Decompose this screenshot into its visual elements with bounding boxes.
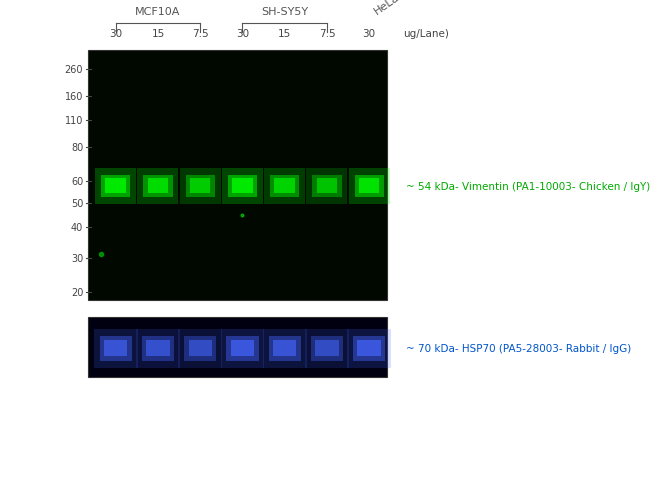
Text: 110: 110 [65,116,83,126]
FancyBboxPatch shape [101,175,131,197]
FancyBboxPatch shape [358,341,381,356]
FancyBboxPatch shape [142,336,174,361]
FancyBboxPatch shape [347,329,391,368]
Text: 15: 15 [151,29,164,39]
FancyBboxPatch shape [273,341,296,356]
Text: 30: 30 [236,29,249,39]
FancyBboxPatch shape [355,175,384,197]
FancyBboxPatch shape [268,336,301,361]
FancyBboxPatch shape [307,168,347,204]
FancyBboxPatch shape [226,336,259,361]
FancyBboxPatch shape [270,175,299,197]
FancyBboxPatch shape [220,329,265,368]
FancyBboxPatch shape [184,336,216,361]
Text: 15: 15 [278,29,291,39]
FancyBboxPatch shape [317,179,337,194]
FancyBboxPatch shape [188,341,212,356]
FancyBboxPatch shape [138,168,178,204]
FancyBboxPatch shape [94,329,138,368]
FancyBboxPatch shape [353,336,385,361]
Text: 30: 30 [109,29,122,39]
Text: 160: 160 [65,92,83,102]
Text: ~ 54 kDa- Vimentin (PA1-10003- Chicken / IgY): ~ 54 kDa- Vimentin (PA1-10003- Chicken /… [406,182,650,191]
FancyBboxPatch shape [190,179,211,194]
FancyBboxPatch shape [312,175,342,197]
FancyBboxPatch shape [99,336,132,361]
FancyBboxPatch shape [264,168,305,204]
FancyBboxPatch shape [143,175,173,197]
Text: 50: 50 [71,198,83,208]
Text: 40: 40 [71,223,83,232]
Text: ~ 70 kDa- HSP70 (PA5-28003- Rabbit / IgG): ~ 70 kDa- HSP70 (PA5-28003- Rabbit / IgG… [406,344,632,353]
FancyBboxPatch shape [178,329,222,368]
Text: SH-SY5Y: SH-SY5Y [261,7,308,17]
FancyBboxPatch shape [231,341,254,356]
FancyBboxPatch shape [305,329,349,368]
Text: 7.5: 7.5 [192,29,209,39]
Text: 30: 30 [71,254,83,264]
Text: 30: 30 [363,29,376,39]
FancyBboxPatch shape [359,179,380,194]
Text: ug/Lane): ug/Lane) [403,29,449,39]
FancyBboxPatch shape [232,179,253,194]
Text: 260: 260 [65,65,83,75]
FancyBboxPatch shape [311,336,343,361]
FancyBboxPatch shape [227,175,257,197]
FancyBboxPatch shape [148,179,168,194]
FancyBboxPatch shape [88,317,387,378]
Text: 20: 20 [71,288,83,298]
FancyBboxPatch shape [104,341,127,356]
FancyBboxPatch shape [88,51,387,300]
FancyBboxPatch shape [146,341,170,356]
FancyBboxPatch shape [263,329,307,368]
Text: 80: 80 [71,143,83,152]
FancyBboxPatch shape [186,175,214,197]
FancyBboxPatch shape [315,341,339,356]
FancyBboxPatch shape [222,168,263,204]
Text: MCF10A: MCF10A [135,7,181,17]
FancyBboxPatch shape [136,329,180,368]
FancyBboxPatch shape [105,179,126,194]
Text: HeLa: HeLa [372,0,402,17]
FancyBboxPatch shape [274,179,295,194]
FancyBboxPatch shape [95,168,136,204]
FancyBboxPatch shape [179,168,220,204]
Text: 60: 60 [71,177,83,186]
FancyBboxPatch shape [348,168,389,204]
Text: 7.5: 7.5 [318,29,335,39]
